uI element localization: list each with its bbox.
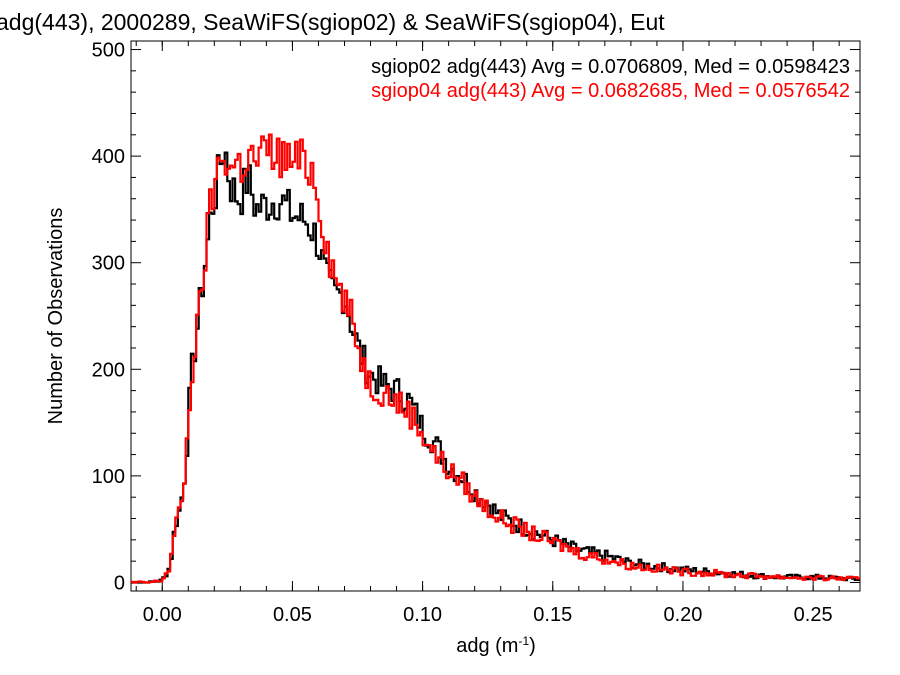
series-layer	[131, 133, 860, 584]
y-axis-label: Number of Observations	[45, 208, 67, 425]
x-axis-label-end: )	[529, 635, 536, 657]
y-tick-label: 300	[92, 253, 125, 275]
x-tick-label: 0.20	[663, 604, 702, 626]
y-tick-label: 200	[92, 359, 125, 381]
x-tick-label: 0.25	[794, 604, 833, 626]
x-tick-label: 0.00	[143, 604, 182, 626]
y-tick-label: 500	[92, 40, 125, 62]
chart-title: adg(443), 2000289, SeaWiFS(sgiop02) & Se…	[0, 9, 665, 35]
legend-entry-sgiop02: sgiop02 adg(443) Avg = 0.0706809, Med = …	[371, 56, 850, 78]
x-tick-label: 0.05	[273, 604, 312, 626]
x-tick-label: 0.10	[403, 604, 442, 626]
series-sgiop04-line	[131, 133, 860, 584]
x-axis-label-main: adg (m	[456, 635, 518, 657]
x-axis-label: adg (m-1)	[456, 634, 536, 657]
axis-ticks	[131, 41, 860, 591]
y-tick-label: 100	[92, 466, 125, 488]
legend-entry-sgiop04: sgiop04 adg(443) Avg = 0.0682685, Med = …	[371, 80, 850, 102]
tick-labels: 0.00 0.05 0.10 0.15 0.20 0.25 0 100 200 300 400 500	[92, 40, 833, 626]
y-tick-label: 0	[114, 572, 125, 594]
x-tick-label: 0.15	[533, 604, 572, 626]
y-tick-label: 400	[92, 146, 125, 168]
x-axis-label-sup: -1	[518, 634, 529, 648]
plot-frame	[130, 40, 861, 592]
